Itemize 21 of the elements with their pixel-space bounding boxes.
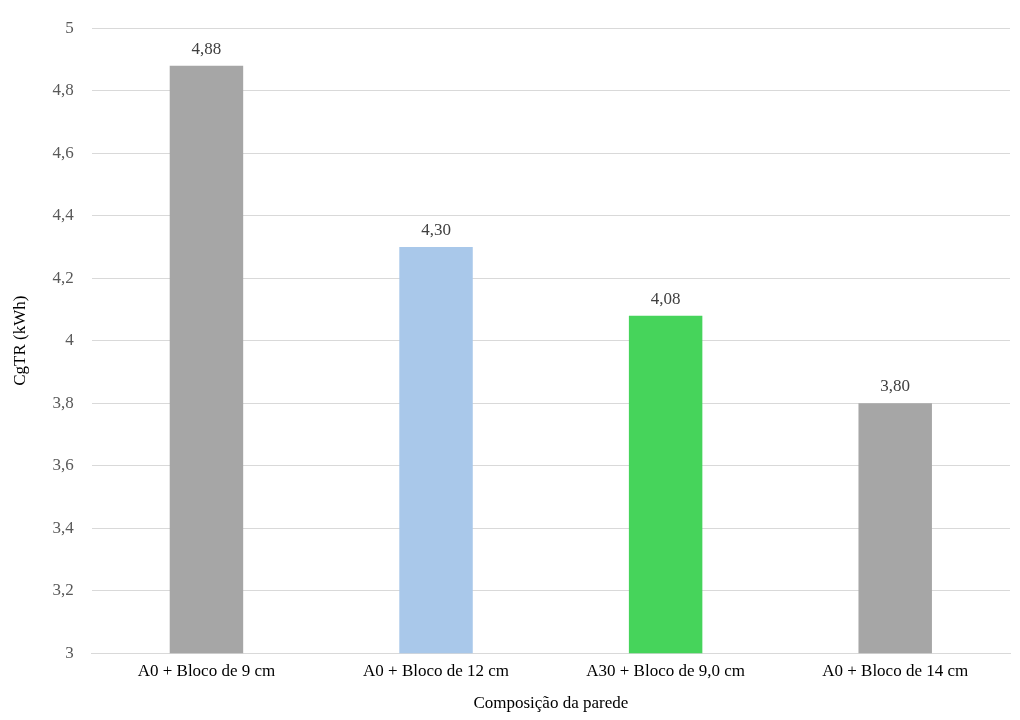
- y-tick-label: 5: [65, 17, 74, 37]
- x-axis-title: Composição da parede: [473, 693, 629, 713]
- x-tick-label: A30 + Bloco de 9,0 cm: [586, 660, 746, 680]
- y-tick-label: 3,6: [52, 455, 74, 475]
- y-axis-title: CgTR (kWh): [9, 295, 29, 386]
- y-tick-label: 4,2: [52, 267, 74, 287]
- x-tick-label: A0 + Bloco de 14 cm: [822, 660, 969, 680]
- y-tick-label: 3,2: [52, 580, 74, 600]
- data-label: 4,30: [421, 219, 451, 239]
- y-tick-label: 4,4: [52, 205, 75, 225]
- y-tick-label: 3: [65, 642, 74, 662]
- y-tick-label: 4,6: [52, 142, 74, 162]
- data-label: 3,80: [880, 376, 911, 396]
- x-tick-label: A0 + Bloco de 12 cm: [363, 660, 510, 680]
- data-label: 4,08: [650, 288, 681, 308]
- data-label: 4,88: [191, 38, 222, 58]
- y-tick-label: 3,4: [52, 517, 75, 537]
- y-tick-label: 4,8: [52, 80, 74, 100]
- y-tick-label: 4: [65, 330, 75, 350]
- x-tick-label: A0 + Bloco de 9 cm: [137, 660, 276, 680]
- y-tick-label: 3,8: [52, 392, 74, 412]
